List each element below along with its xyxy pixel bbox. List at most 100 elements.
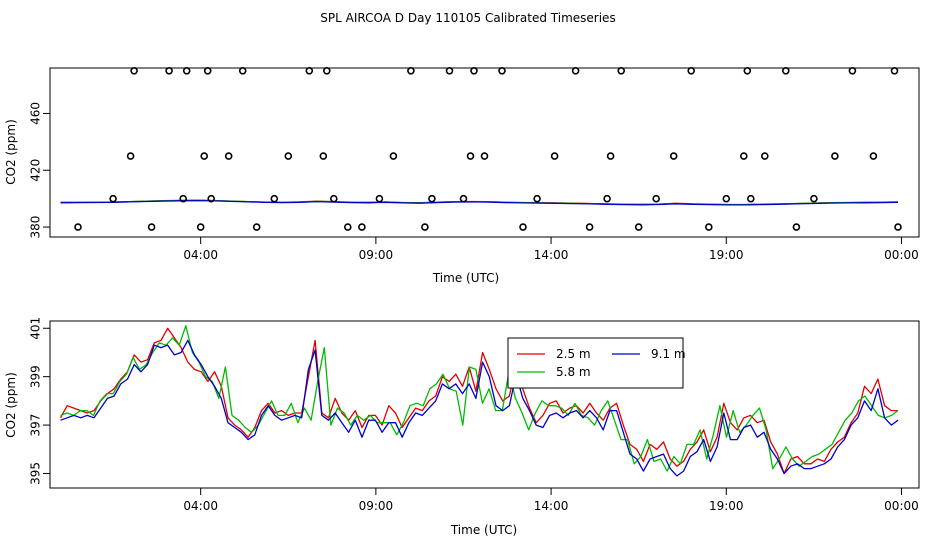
calibration-marker [687, 67, 696, 75]
y-tick-label: 395 [29, 462, 43, 485]
series-line-2-5-m [59, 327, 898, 475]
calibration-marker [203, 67, 212, 75]
calibration-marker [407, 67, 415, 75]
calibration-marker [179, 194, 187, 203]
x-axis-label-bottom: Time (UTC) [450, 523, 517, 537]
x-tick-label: 14:00 [534, 499, 569, 513]
calibration-marker [848, 67, 857, 75]
calibration-marker [550, 152, 559, 160]
x-tick-label: 04:00 [183, 499, 218, 513]
panel-top: Time (UTC) CO2 (ppm) 04:00 09:00 14:00 19:0… [4, 67, 920, 285]
axis-ticks-bottom: 04:00 09:00 14:00 19:00 00:00 395 397 399 401 [29, 317, 919, 513]
calibration-marker [792, 223, 801, 231]
x-tick-label: 00:00 [884, 248, 919, 262]
y-axis-label-bottom: CO2 (ppm) [4, 372, 18, 438]
x-tick-label: 04:00 [183, 248, 218, 262]
calibration-marker [831, 152, 839, 160]
legend-box [507, 337, 684, 389]
calibration-marker [470, 67, 478, 75]
calibration-marker [200, 152, 208, 160]
series-line-9-1-m [60, 339, 899, 477]
x-tick-label: 09:00 [359, 499, 394, 513]
calibration-marker [894, 223, 902, 231]
calibration-marker [358, 223, 366, 231]
calibration-marker [224, 152, 233, 160]
legend-label-2-5m: 2.5 m [556, 347, 591, 361]
axis-ticks-top: 04:00 09:00 14:00 19:00 00:00 380 420 460 [29, 102, 919, 262]
calibration-marker [585, 223, 594, 231]
calibration-marker [603, 194, 611, 203]
calibration-marker [519, 223, 527, 231]
calibration-marker [781, 67, 790, 75]
calibration-marker [252, 223, 261, 231]
calibration-marker [375, 194, 384, 203]
x-tick-label: 19:00 [709, 499, 744, 513]
calibration-marker [329, 194, 338, 203]
y-tick-label: 397 [29, 414, 43, 437]
calibration-marker [722, 194, 731, 203]
calibration-marker [869, 152, 878, 160]
series-line-5-8-m [60, 325, 899, 472]
legend-label-9-1m: 9.1 m [651, 347, 686, 361]
calibration-marker [147, 223, 156, 231]
calibration-marker [533, 194, 541, 203]
calibration-marker [498, 67, 506, 75]
y-tick-label: 399 [29, 365, 43, 388]
panel-bottom: Time (UTC) CO2 (ppm) 04:00 09:00 14:00 19:0… [4, 317, 920, 537]
chart-title: SPL AIRCOA D Day 110105 Calibrated Times… [320, 11, 615, 25]
y-tick-label: 401 [29, 317, 43, 340]
calibration-marker [617, 67, 626, 75]
series-line-3 [60, 199, 899, 206]
calibration-marker [704, 223, 713, 231]
calibration-marker [421, 223, 429, 231]
y-tick-label: 460 [29, 102, 43, 125]
legend-label-5-8m: 5.8 m [556, 365, 591, 379]
calibration-marker [343, 223, 352, 231]
calibration-marker [319, 152, 328, 160]
plot-frame-top [49, 67, 920, 238]
calibration-marker [634, 223, 643, 231]
calibration-marker [810, 194, 818, 203]
calibration-marker [284, 152, 293, 160]
calibration-marker [207, 194, 215, 203]
y-tick-label: 420 [29, 159, 43, 182]
x-axis-label-top: Time (UTC) [432, 271, 499, 285]
calibration-marker [743, 67, 752, 75]
calibration-marker [305, 67, 314, 75]
calibration-marker [130, 67, 138, 75]
calibration-marker [760, 152, 769, 160]
calibration-marker [322, 67, 331, 75]
plot-marks-top [60, 67, 902, 231]
calibration-marker [196, 223, 205, 231]
calibration-marker [445, 67, 454, 75]
x-tick-label: 00:00 [884, 499, 919, 513]
calibration-marker [182, 67, 191, 75]
calibration-marker [238, 67, 247, 75]
calibration-marker [669, 152, 678, 160]
calibration-marker [270, 194, 279, 203]
y-tick-label: 380 [29, 216, 43, 239]
plot-marks-bottom [59, 325, 899, 477]
plot-frame-bottom [49, 320, 920, 489]
calibration-marker [389, 152, 398, 160]
calibration-marker [890, 67, 899, 75]
calibration-marker [74, 223, 82, 231]
calibration-marker [571, 67, 580, 75]
calibration-marker [652, 194, 661, 203]
calibration-marker [480, 152, 489, 160]
calibration-marker [126, 152, 135, 160]
calibration-marker [466, 152, 475, 160]
calibration-marker [746, 194, 755, 203]
calibration-marker [428, 194, 436, 203]
legend: 2.5 m 5.8 m 9.1 m [507, 337, 686, 389]
calibration-marker [739, 152, 748, 160]
calibration-marker [165, 67, 173, 75]
x-tick-label: 19:00 [709, 248, 744, 262]
calibration-marker [606, 152, 615, 160]
y-axis-label-top: CO2 (ppm) [4, 119, 18, 185]
calibration-marker [459, 194, 468, 203]
x-tick-label: 14:00 [534, 248, 569, 262]
calibration-marker [109, 194, 117, 203]
x-tick-label: 09:00 [359, 248, 394, 262]
